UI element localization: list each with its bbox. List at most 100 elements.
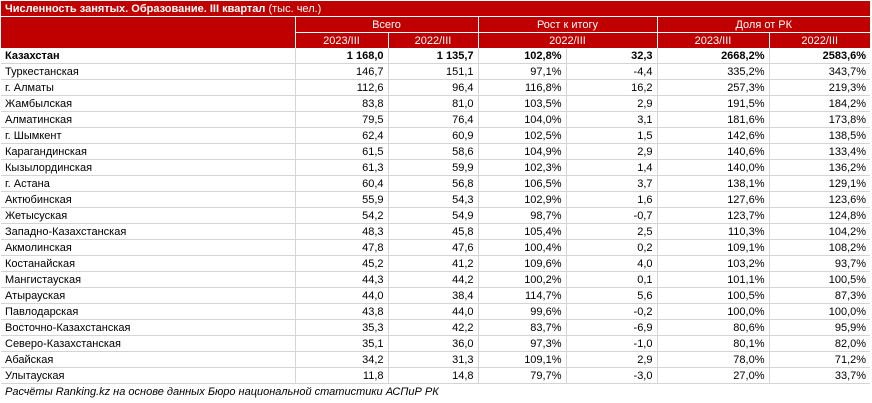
- table-cell: 14,8: [387, 367, 478, 384]
- table-cell: 101,1%: [656, 271, 769, 288]
- table-cell: 79,7%: [477, 367, 566, 384]
- table-row: Актюбинская 55,9 54,3 102,9% 1,6 127,6% 123,6%: [1, 191, 871, 208]
- table-cell: 109,6%: [477, 255, 566, 272]
- table-cell: 1 135,7: [387, 48, 478, 64]
- region-name: Костанайская: [1, 255, 295, 272]
- table-cell: 110,3%: [656, 223, 769, 240]
- region-name: Павлодарская: [1, 303, 295, 320]
- table-cell: 104,0%: [477, 111, 566, 128]
- table-cell: 142,6%: [656, 127, 769, 144]
- table-cell: 44,3: [294, 271, 388, 288]
- table-cell: 105,4%: [477, 223, 566, 240]
- table-cell: 97,3%: [477, 335, 566, 352]
- table-cell: 151,1: [387, 63, 478, 80]
- table-row: Западно-Казахстанская 48,3 45,8 105,4% 2,5 11…: [1, 223, 871, 240]
- table-cell: 181,6%: [656, 111, 769, 128]
- sub-header: 2022/III: [768, 32, 871, 48]
- region-name: Карагандинская: [1, 143, 295, 160]
- table-cell: -0,2: [565, 303, 657, 320]
- table-cell: 16,2: [565, 79, 657, 96]
- table-cell: 0,1: [565, 271, 657, 288]
- table-cell: 59,9: [387, 159, 478, 176]
- table-row: Карагандинская 61,5 58,6 104,9% 2,9 140,6% 133…: [1, 143, 871, 160]
- table-cell: -1,0: [565, 335, 657, 352]
- title-text: Численность занятых. Образование. III кв…: [5, 2, 266, 15]
- region-name: г. Алматы: [1, 79, 295, 96]
- table-cell: 140,6%: [656, 143, 769, 160]
- table-cell: 108,2%: [768, 239, 871, 256]
- table-cell: 44,0: [294, 287, 388, 304]
- table-body: Казахстан 1 168,0 1 135,7 102,8% 32,3 2668,2%…: [1, 48, 871, 384]
- header-blank-cell: [1, 16, 295, 33]
- table-cell: 36,0: [387, 335, 478, 352]
- table-cell: -4,4: [565, 63, 657, 80]
- table-row: Мангистауская 44,3 44,2 100,2% 0,1 101,1% 100,…: [1, 271, 871, 288]
- table-cell: 93,7%: [768, 255, 871, 272]
- table-row: Абайская 34,2 31,3 109,1% 2,9 78,0% 71,2%: [1, 351, 871, 368]
- table-cell: 1,6: [565, 191, 657, 208]
- table-row: Костанайская 45,2 41,2 109,6% 4,0 103,2% 93,7%: [1, 255, 871, 272]
- table-cell: 102,3%: [477, 159, 566, 176]
- region-name: Абайская: [1, 351, 295, 368]
- table-cell: 96,4: [387, 79, 478, 96]
- region-name: Алматинская: [1, 111, 295, 128]
- table-cell: 81,0: [387, 95, 478, 112]
- title-unit: (тыс. чел.): [268, 2, 322, 15]
- table-cell: 343,7%: [768, 63, 871, 80]
- table-cell: 112,6: [294, 79, 388, 96]
- table-row: Улытауская 11,8 14,8 79,7% -3,0 27,0% 33,7%: [1, 367, 871, 384]
- table-cell: -6,9: [565, 319, 657, 336]
- table-cell: 33,7%: [768, 367, 871, 384]
- table-cell: 2583,6%: [768, 48, 871, 64]
- table-cell: 56,8: [387, 175, 478, 192]
- table-cell: 103,5%: [477, 95, 566, 112]
- table-row: Кызылординская 61,3 59,9 102,3% 1,4 140,0% 136…: [1, 159, 871, 176]
- table-cell: 116,8%: [477, 79, 566, 96]
- table-cell: 219,3%: [768, 79, 871, 96]
- table-cell: 104,2%: [768, 223, 871, 240]
- table-cell: 123,7%: [656, 207, 769, 224]
- header-blank-cell: [1, 32, 295, 48]
- table-cell: 32,3: [565, 48, 657, 64]
- table-cell: 100,2%: [477, 271, 566, 288]
- table-cell: 98,7%: [477, 207, 566, 224]
- table-cell: 114,7%: [477, 287, 566, 304]
- table-cell: 100,5%: [656, 287, 769, 304]
- table-cell: 76,4: [387, 111, 478, 128]
- region-name: Западно-Казахстанская: [1, 223, 295, 240]
- table-cell: 87,3%: [768, 287, 871, 304]
- table-cell: 82,0%: [768, 335, 871, 352]
- table-cell: 129,1%: [768, 175, 871, 192]
- region-name: Казахстан: [1, 48, 295, 64]
- table-cell: 99,6%: [477, 303, 566, 320]
- table-cell: 95,9%: [768, 319, 871, 336]
- region-name: Атырауская: [1, 287, 295, 304]
- region-name: Восточно-Казахстанская: [1, 319, 295, 336]
- table-cell: 97,1%: [477, 63, 566, 80]
- table-cell: 43,8: [294, 303, 388, 320]
- region-name: Жетысуская: [1, 207, 295, 224]
- table-cell: 41,2: [387, 255, 478, 272]
- table-row: г. Шымкент 62,4 60,9 102,5% 1,5 142,6% 138,5%: [1, 127, 871, 144]
- table-row: Акмолинская 47,8 47,6 100,4% 0,2 109,1% 108,2%: [1, 239, 871, 256]
- table-cell: 138,5%: [768, 127, 871, 144]
- table-cell: 2,9: [565, 143, 657, 160]
- table-cell: 54,3: [387, 191, 478, 208]
- group-header-total: Всего: [294, 16, 478, 33]
- sub-header: 2023/III: [656, 32, 769, 48]
- table-cell: 31,3: [387, 351, 478, 368]
- table-cell: 80,6%: [656, 319, 769, 336]
- table-cell: 27,0%: [656, 367, 769, 384]
- table-cell: 127,6%: [656, 191, 769, 208]
- table-cell: 146,7: [294, 63, 388, 80]
- table-cell: 60,4: [294, 175, 388, 192]
- region-name: Северо-Казахстанская: [1, 335, 295, 352]
- table-cell: 257,3%: [656, 79, 769, 96]
- table-cell: 102,9%: [477, 191, 566, 208]
- table-cell: 173,8%: [768, 111, 871, 128]
- table-cell: 100,0%: [768, 303, 871, 320]
- table-cell: 1,4: [565, 159, 657, 176]
- table-cell: 80,1%: [656, 335, 769, 352]
- sub-header: 2022/III: [387, 32, 478, 48]
- table-cell: 61,3: [294, 159, 388, 176]
